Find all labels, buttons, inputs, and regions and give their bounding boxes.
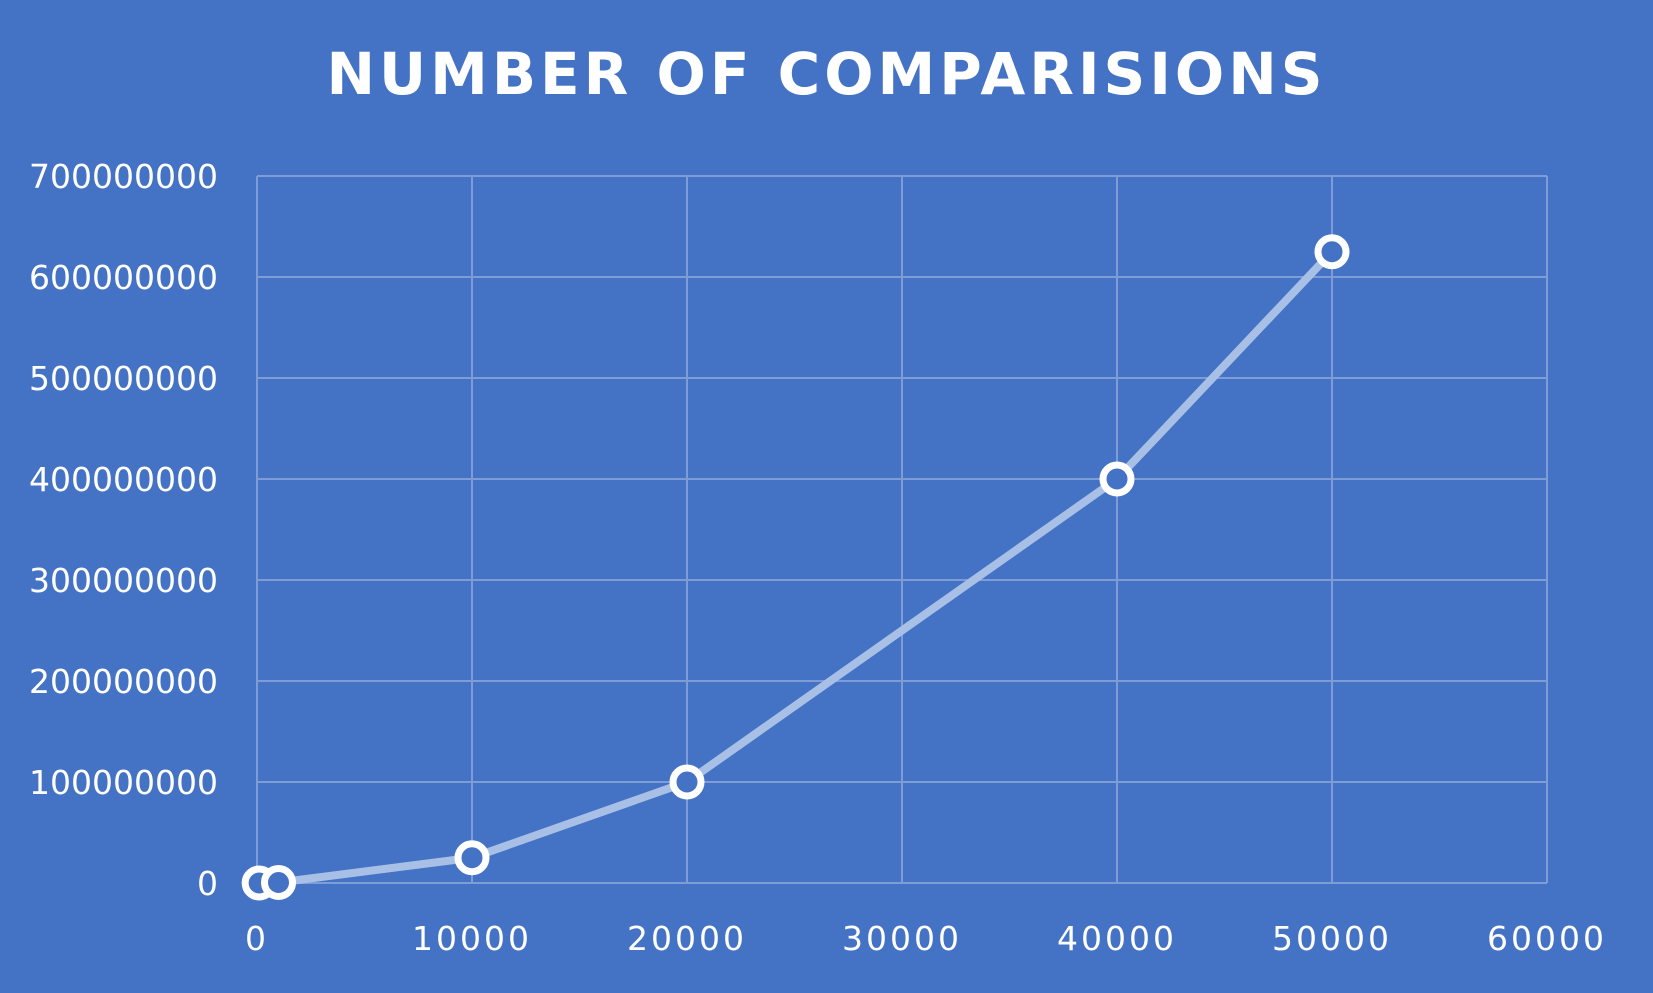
x-tick-label: 50000 <box>1272 919 1392 958</box>
x-tick-label: 10000 <box>412 919 532 958</box>
chart-title: NUMBER OF COMPARISIONS <box>326 40 1327 108</box>
data-point-marker <box>1314 234 1350 270</box>
y-tick-label: 400000000 <box>29 460 218 499</box>
y-tick-label: 600000000 <box>29 258 218 297</box>
y-tick-label: 700000000 <box>29 157 218 196</box>
data-point-marker <box>454 840 490 876</box>
y-tick-label: 300000000 <box>29 561 218 600</box>
y-tick-label: 100000000 <box>29 763 218 802</box>
y-tick-label: 0 <box>197 864 218 903</box>
x-tick-label: 20000 <box>627 919 747 958</box>
x-tick-label: 40000 <box>1057 919 1177 958</box>
x-tick-label: 60000 <box>1487 919 1607 958</box>
x-tick-label: 0 <box>245 919 269 958</box>
x-axis-ticks: 0 10000 20000 30000 40000 50000 60000 <box>245 919 1607 958</box>
y-tick-label: 500000000 <box>29 359 218 398</box>
data-point-marker <box>1099 461 1135 497</box>
data-point-marker <box>669 764 705 800</box>
x-tick-label: 30000 <box>842 919 962 958</box>
y-axis-ticks: 0 100000000 200000000 300000000 400000000 500… <box>29 157 218 903</box>
series-comparisons <box>241 234 1350 901</box>
y-tick-label: 200000000 <box>29 662 218 701</box>
series-line <box>255 247 1336 887</box>
data-point-marker <box>261 864 296 900</box>
grid-lines <box>256 175 1548 884</box>
